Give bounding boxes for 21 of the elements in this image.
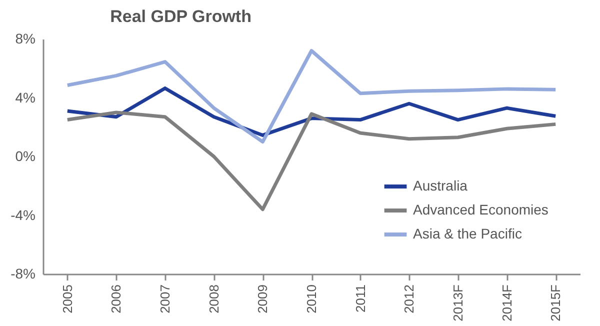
y-tick-label: 8%: [15, 30, 36, 46]
x-tick-label: 2014F: [499, 284, 514, 322]
y-tick-label: -8%: [10, 266, 36, 282]
chart-title: Real GDP Growth: [110, 7, 252, 26]
x-tick-label: 2009: [255, 284, 270, 314]
line-series: [66, 49, 558, 144]
x-tick-label: 2005: [60, 284, 75, 314]
y-tick-label: -4%: [10, 206, 36, 223]
x-tick-label: 2010: [304, 284, 319, 314]
x-tick-label: 2008: [206, 284, 222, 314]
x-tick-label: 2013F: [450, 284, 466, 322]
legend-label: Advanced Economies: [413, 202, 548, 218]
x-tick-label: 2012: [402, 284, 417, 314]
x-tick-label: 2006: [108, 284, 124, 314]
y-tick-label: 4%: [15, 89, 36, 106]
x-tick-label: 2007: [158, 284, 173, 314]
legend-label: Asia & the Pacific: [413, 226, 522, 242]
y-tick-label: 0%: [15, 148, 36, 164]
x-tick-label: 2011: [352, 284, 368, 312]
x-tick-label: 2015F: [548, 284, 564, 322]
legend-label: Australia: [413, 178, 468, 194]
